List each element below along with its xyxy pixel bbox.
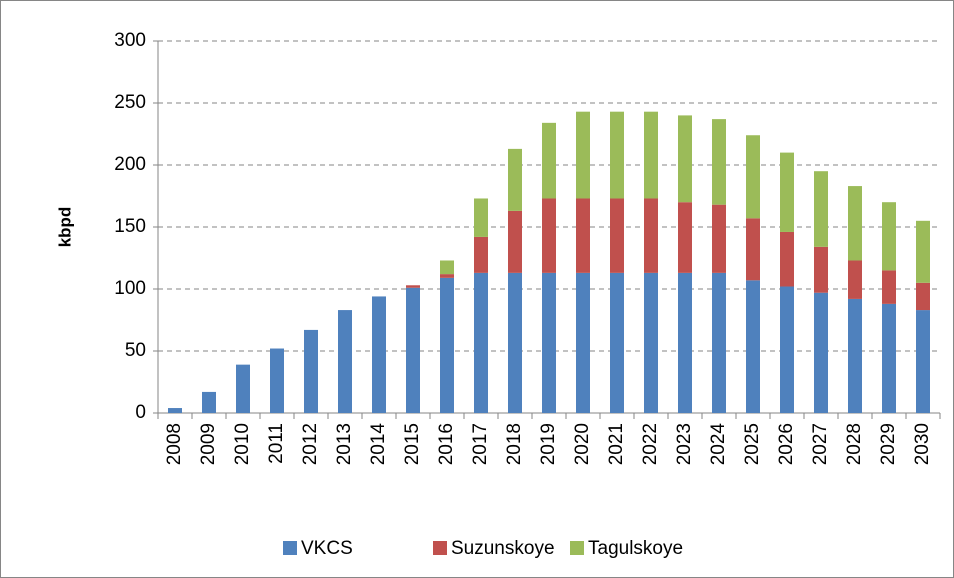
bar-segment <box>270 348 284 413</box>
x-tick-label: 2010 <box>232 423 253 465</box>
bar-segment <box>882 270 896 304</box>
bar-segment <box>542 198 556 273</box>
bar-segment <box>746 280 760 413</box>
bar-segment <box>576 272 590 413</box>
bar-segment <box>202 391 216 413</box>
bar-segment <box>780 152 794 232</box>
bar-segment <box>780 231 794 287</box>
bar-segment <box>236 364 250 413</box>
x-tick-label: 2015 <box>402 423 423 465</box>
bar-segment <box>882 303 896 413</box>
x-tick-label: 2020 <box>572 423 593 465</box>
x-tick-label: 2024 <box>708 423 729 466</box>
bar-segment <box>848 186 862 261</box>
bar-segment <box>542 122 556 199</box>
x-tick-label: 2014 <box>368 423 389 466</box>
bar-segment <box>576 198 590 273</box>
legend-swatch <box>283 541 297 555</box>
y-axis-label: kbpd <box>55 207 74 248</box>
bar-segment <box>814 246 828 293</box>
bar-segment <box>848 260 862 299</box>
bar-segment <box>304 329 318 413</box>
bar-segment <box>508 210 522 273</box>
bar-segment <box>882 202 896 271</box>
bar-segment <box>338 310 352 413</box>
bar-segment <box>916 282 930 311</box>
legend-label: Tagulskoye <box>588 538 683 559</box>
bar-segment <box>440 277 454 413</box>
x-tick-label: 2022 <box>640 423 661 465</box>
x-tick-label: 2008 <box>164 423 185 465</box>
x-tick-label: 2025 <box>742 423 763 465</box>
bar-segment <box>474 198 488 237</box>
bar-segment <box>746 218 760 281</box>
bar-segment <box>780 286 794 413</box>
bar-segment <box>168 408 182 413</box>
bar-segment <box>440 274 454 278</box>
x-tick-label: 2009 <box>198 423 219 465</box>
bar-segment <box>474 236 488 273</box>
bar-segment <box>576 111 590 199</box>
x-tick-label: 2028 <box>844 423 865 465</box>
bar-segment <box>474 272 488 413</box>
x-tick-label: 2013 <box>334 423 355 465</box>
y-tick-label: 100 <box>114 278 146 299</box>
bar-segment <box>916 310 930 413</box>
bar-segment <box>848 298 862 413</box>
bar-segment <box>406 285 420 288</box>
x-tick-label: 2016 <box>436 423 457 465</box>
y-tick-label: 0 <box>135 402 146 423</box>
bar-segment <box>508 272 522 413</box>
bar-segment <box>372 296 386 413</box>
x-tick-label: 2018 <box>504 423 525 465</box>
bar-segment <box>644 111 658 199</box>
bar-segment <box>508 148 522 211</box>
bar-segment <box>610 272 624 413</box>
y-tick-label: 300 <box>114 30 146 51</box>
x-tick-label: 2012 <box>300 423 321 465</box>
legend-swatch <box>570 541 584 555</box>
bar-segment <box>678 202 692 273</box>
legend-label: Suzunskoye <box>451 538 555 559</box>
bar-segment <box>610 198 624 273</box>
y-tick-label: 200 <box>114 154 146 175</box>
x-tick-label: 2030 <box>912 423 933 465</box>
x-tick-label: 2023 <box>674 423 695 465</box>
bar-segment <box>814 171 828 247</box>
bar-segment <box>542 272 556 413</box>
x-tick-label: 2011 <box>266 423 287 464</box>
bar-segment <box>440 260 454 275</box>
x-tick-label: 2029 <box>878 423 899 465</box>
y-tick-label: 50 <box>125 340 146 361</box>
y-tick-label: 150 <box>114 216 146 237</box>
bar-segment <box>712 204 726 273</box>
legend-label: VKCS <box>301 538 353 559</box>
bar-segment <box>712 119 726 205</box>
bar-segment <box>814 292 828 413</box>
bar-segment <box>678 115 692 203</box>
bar-segment <box>916 220 930 283</box>
legend-swatch <box>433 541 447 555</box>
x-tick-label: 2027 <box>810 423 831 465</box>
x-tick-label: 2026 <box>776 423 797 465</box>
x-tick-label: 2017 <box>470 423 491 465</box>
bar-segment <box>712 272 726 413</box>
x-tick-label: 2021 <box>606 423 627 465</box>
y-tick-label: 250 <box>114 92 146 113</box>
bar-segment <box>610 111 624 199</box>
x-tick-label: 2019 <box>538 423 559 465</box>
bar-segment <box>678 272 692 413</box>
bar-segment <box>746 135 760 219</box>
bar-segment <box>644 198 658 273</box>
bar-segment <box>644 272 658 413</box>
bar-segment <box>406 287 420 413</box>
